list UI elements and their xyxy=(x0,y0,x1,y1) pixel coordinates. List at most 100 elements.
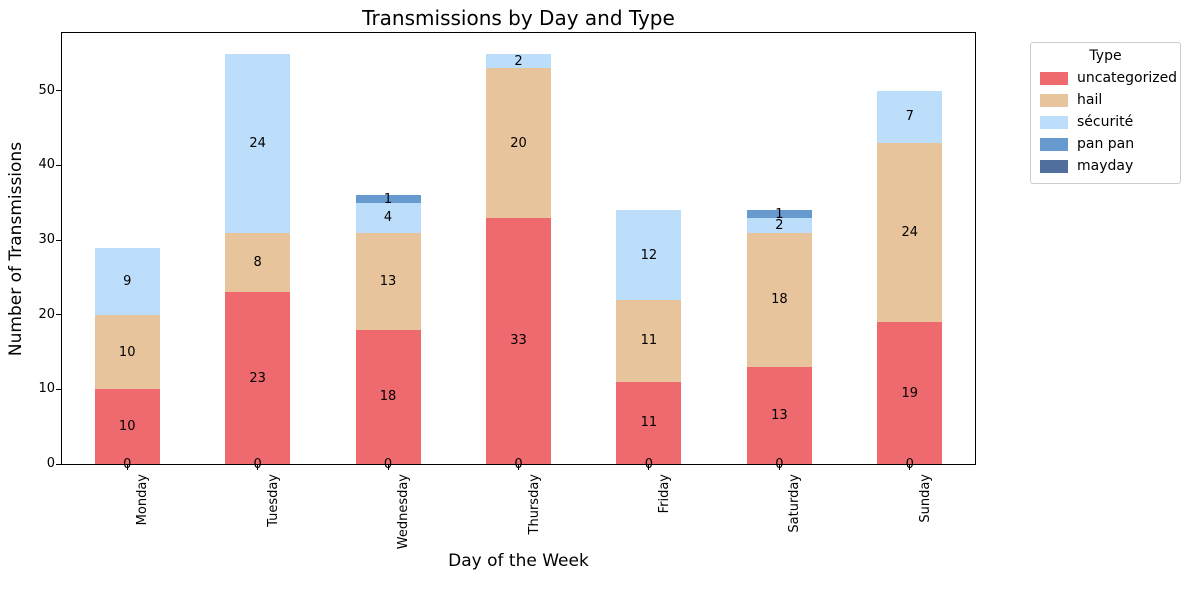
bar-segment-hail: 18 xyxy=(746,232,812,367)
bar-segment-s-curit-: 24 xyxy=(225,53,291,233)
y-tick-label-50: 50 xyxy=(38,82,55,98)
bar-monday: 10 10 9 0 xyxy=(94,247,160,472)
bar-segment-s-curit-: 9 xyxy=(94,247,160,315)
bar-segment-s-curit-: 12 xyxy=(616,210,682,300)
segment-value-label: 11 xyxy=(640,333,658,349)
legend-swatch-mayday xyxy=(1040,159,1068,173)
plot-area: 1010902382401813410332020111112013182101… xyxy=(56,32,976,472)
legend-item-s-curit-: sécurité xyxy=(1037,111,1174,133)
legend-swatch-pan-pan xyxy=(1040,137,1068,151)
segment-value-label: 8 xyxy=(253,255,262,270)
legend-items: uncategorized hail sécurité pan pan mayday xyxy=(1037,67,1178,177)
legend-title: Type xyxy=(1089,48,1122,64)
segment-value-label: 18 xyxy=(379,389,397,405)
bar-zero-label: 0 xyxy=(616,457,681,472)
bar-segment-hail: 24 xyxy=(877,143,943,323)
legend-item-hail: hail xyxy=(1037,89,1174,111)
x-tick-label-tuesday: Tuesday xyxy=(265,474,281,527)
bar-zero-label: 0 xyxy=(95,457,160,472)
y-axis-label: Number of Transmissions xyxy=(6,141,26,357)
bar-segment-uncategorized: 11 xyxy=(616,381,682,464)
segment-value-label: 20 xyxy=(510,135,527,151)
y-tick-label-40: 40 xyxy=(38,157,55,173)
segment-value-label: 4 xyxy=(383,210,393,226)
bar-tuesday: 23 8 24 0 xyxy=(225,53,291,472)
segment-value-label: 2 xyxy=(514,53,523,69)
y-tick-label-10: 10 xyxy=(38,381,55,397)
bar-segment-pan-pan: 1 xyxy=(355,193,421,206)
x-tick-label-thursday: Thursday xyxy=(526,474,542,535)
y-tick-10 xyxy=(56,388,61,390)
bar-zero-label: 0 xyxy=(747,457,812,472)
y-tick-30 xyxy=(56,239,61,241)
bar-thursday: 332020 xyxy=(486,53,551,472)
segment-value-label: 24 xyxy=(901,225,919,241)
bar-segment-uncategorized: 10 xyxy=(94,389,160,464)
segment-value-label: 24 xyxy=(249,135,266,151)
x-tick-label-saturday: Saturday xyxy=(787,474,803,533)
legend-label-mayday: mayday xyxy=(1077,158,1134,174)
legend-label-pan-pan: pan pan xyxy=(1077,136,1135,152)
bar-zero-label: 0 xyxy=(225,457,290,472)
x-tick-label-sunday: Sunday xyxy=(917,474,933,523)
segment-value-label: 1 xyxy=(775,206,784,222)
bar-segment-hail: 13 xyxy=(355,232,421,330)
y-tick-label-20: 20 xyxy=(38,306,55,322)
bar-segment-hail: 8 xyxy=(225,232,291,293)
segment-value-label: 19 xyxy=(901,385,919,401)
bar-segment-uncategorized: 13 xyxy=(746,366,812,464)
bar-segment-hail: 11 xyxy=(616,299,682,382)
bar-segment-pan-pan: 1 xyxy=(746,208,812,221)
bar-saturday: 13 18 21 0 xyxy=(746,208,812,472)
x-tick-tuesday xyxy=(257,465,259,470)
segment-value-label: 10 xyxy=(118,344,136,360)
bar-wednesday: 18 13 4 1 0 xyxy=(355,193,421,472)
segment-value-label: 11 xyxy=(640,415,658,431)
segment-value-label: 18 xyxy=(771,292,788,308)
x-tick-monday xyxy=(126,465,128,470)
segment-value-label: 12 xyxy=(640,247,658,263)
legend-swatch-hail xyxy=(1040,93,1068,107)
bar-zero-label: 0 xyxy=(356,457,421,472)
legend-label-s-curit-: sécurité xyxy=(1077,114,1134,130)
x-tick-friday xyxy=(648,465,650,470)
legend-label-hail: hail xyxy=(1077,92,1103,108)
x-tick-thursday xyxy=(518,465,519,470)
x-tick-label-monday: Monday xyxy=(135,474,151,526)
x-tick-label-friday: Friday xyxy=(656,474,672,514)
y-tick-40 xyxy=(56,164,61,166)
y-tick-0 xyxy=(56,463,61,465)
legend: Type uncategorized hail sécurité pan pan may… xyxy=(1030,42,1181,184)
bar-zero-label: 0 xyxy=(877,457,942,472)
bar-sunday: 19 24 7 0 xyxy=(877,90,943,472)
segment-value-label: 23 xyxy=(249,370,266,386)
legend-item-uncategorized: uncategorized xyxy=(1037,67,1178,89)
segment-value-label: 1 xyxy=(383,191,393,207)
bar-segment-s-curit-: 7 xyxy=(877,90,943,144)
y-tick-label-0: 0 xyxy=(46,456,55,471)
bar-segment-uncategorized: 33 xyxy=(486,217,551,464)
bar-segment-s-curit-: 4 xyxy=(355,202,421,233)
x-tick-saturday xyxy=(778,465,780,470)
y-tick-20 xyxy=(56,314,61,316)
legend-swatch-s-curit- xyxy=(1040,115,1068,129)
y-tick-50 xyxy=(56,90,61,92)
bar-segment-uncategorized: 18 xyxy=(355,329,421,464)
x-tick-sunday xyxy=(909,465,911,470)
segment-value-label: 13 xyxy=(771,407,788,423)
bar-segment-hail: 20 xyxy=(486,68,551,218)
segment-value-label: 9 xyxy=(123,273,132,289)
y-tick-label-30: 30 xyxy=(38,232,55,248)
x-axis-label: Day of the Week xyxy=(448,551,589,571)
x-tick-label-wednesday: Wednesday xyxy=(396,474,412,550)
segment-value-label: 10 xyxy=(118,419,136,435)
chart-title: Transmissions by Day and Type xyxy=(362,6,675,30)
legend-label-uncategorized: uncategorized xyxy=(1077,70,1178,86)
bar-segment-uncategorized: 19 xyxy=(877,322,943,464)
segment-value-label: 7 xyxy=(905,109,914,125)
segment-value-label: 13 xyxy=(379,273,397,289)
legend-item-pan-pan: pan pan xyxy=(1037,133,1174,155)
segment-value-label: 33 xyxy=(510,333,527,349)
segment-value-label: 2 xyxy=(775,217,784,233)
